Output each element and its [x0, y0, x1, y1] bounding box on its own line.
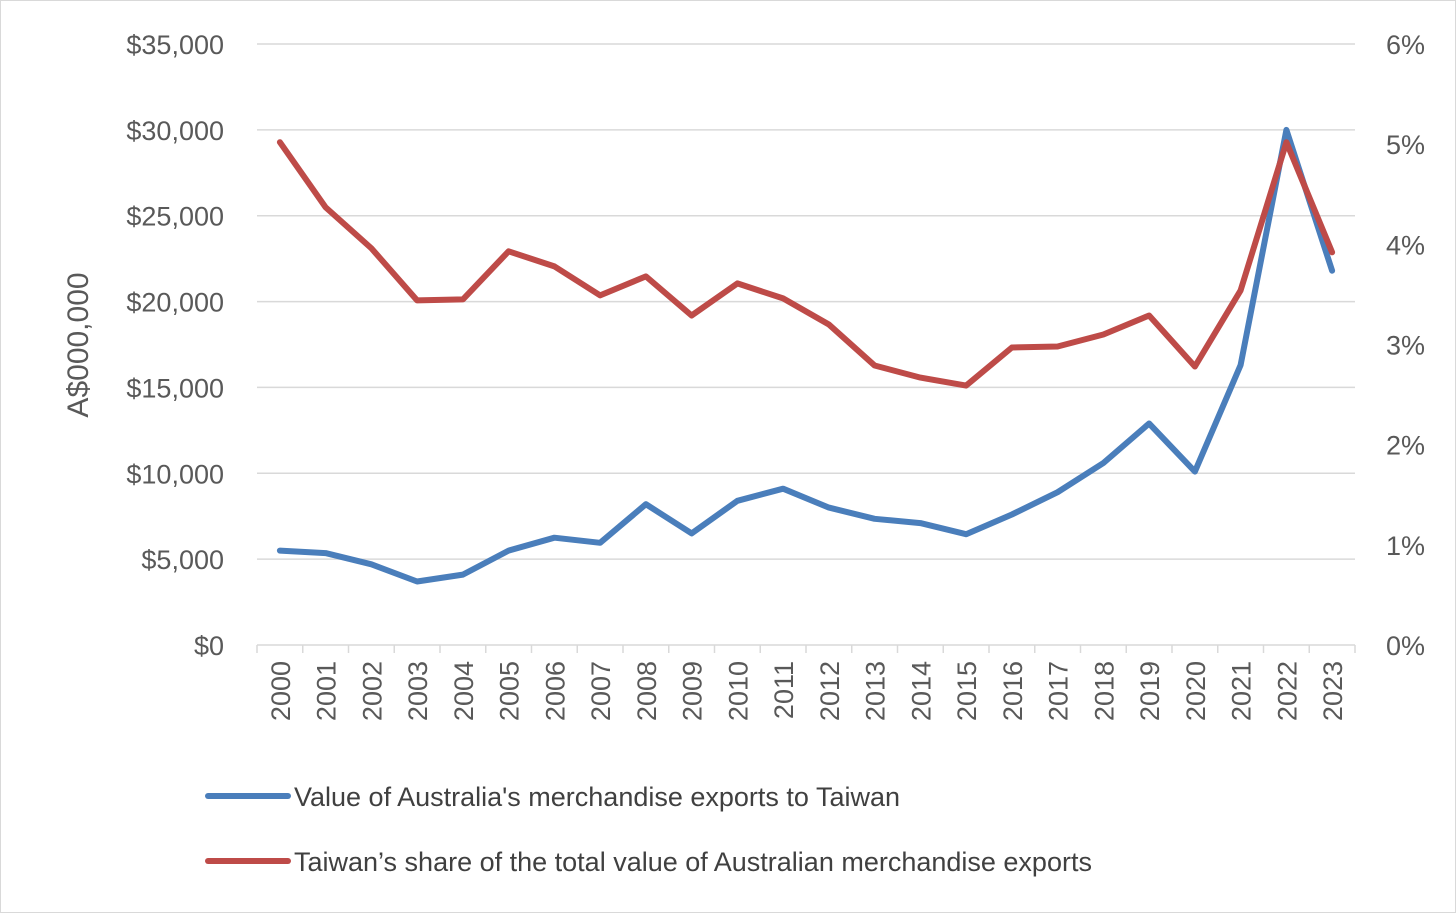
x-axis-tick-label: 2004 [449, 661, 479, 721]
x-axis-tick-label: 2019 [1135, 661, 1165, 721]
x-axis-tick-label: 2005 [495, 661, 525, 721]
x-axis-tick-label: 2006 [540, 661, 570, 721]
legend: Value of Australia's merchandise exports… [205, 782, 1092, 877]
x-axis-tick-label: 2018 [1089, 661, 1119, 721]
left-axis-tick-label: $30,000 [126, 116, 224, 146]
series-line-2 [276, 139, 1336, 389]
right-axis-tick-label: 2% [1386, 431, 1425, 461]
x-axis-tick-label: 2014 [906, 661, 936, 721]
left-axis-tick-label: $10,000 [126, 459, 224, 489]
left-axis-ticks: $0 $5,000 $10,000 $15,000 $20,000 $25,000 $30,… [126, 30, 224, 661]
right-axis-tick-label: 5% [1386, 130, 1425, 160]
y-axis-title: A$000,000 [62, 272, 95, 417]
left-axis-tick-label: $0 [194, 631, 224, 661]
x-axis-tick-label: 2000 [266, 661, 296, 721]
x-axis-ticks: 2000 2001 2002 2003 2004 2005 2006 2007 2008 2009… [256, 645, 1356, 721]
left-axis-tick-label: $35,000 [126, 30, 224, 60]
x-axis-tick-label: 2007 [586, 661, 616, 721]
x-axis-tick-label: 2010 [723, 661, 753, 721]
x-axis-tick-label: 2009 [678, 661, 708, 721]
x-axis-tick-label: 2011 [769, 661, 799, 719]
right-axis-tick-label: 0% [1386, 631, 1425, 661]
x-axis-tick-label: 2003 [403, 661, 433, 721]
series-lines [276, 126, 1336, 585]
legend-label-2: Taiwan’s share of the total value of Aus… [294, 847, 1092, 877]
x-axis-tick-label: 2012 [815, 661, 845, 721]
x-axis-tick-label: 2020 [1181, 661, 1211, 721]
x-axis-tick-label: 2002 [357, 661, 387, 721]
x-axis-tick-label: 2001 [312, 661, 342, 721]
right-axis-ticks: 0% 1% 2% 3% 4% 5% 6% [1386, 30, 1425, 661]
left-axis-tick-label: $5,000 [141, 545, 224, 575]
x-axis-tick-label: 2023 [1318, 661, 1348, 721]
right-axis-tick-label: 3% [1386, 331, 1425, 361]
right-axis-tick-label: 6% [1386, 30, 1425, 60]
legend-label-1: Value of Australia's merchandise exports… [294, 782, 900, 812]
left-axis-tick-label: $25,000 [126, 202, 224, 232]
x-axis-tick-label: 2022 [1272, 661, 1302, 721]
x-axis-tick-label: 2015 [952, 661, 982, 721]
x-axis-tick-label: 2013 [861, 661, 891, 721]
x-axis-tick-label: 2021 [1227, 661, 1257, 721]
left-axis-tick-label: $20,000 [126, 288, 224, 318]
x-axis-tick-label: 2017 [1044, 661, 1074, 721]
right-axis-tick-label: 4% [1386, 230, 1425, 260]
series-line-1 [276, 126, 1336, 585]
gridlines [257, 43, 1355, 646]
right-axis-tick-label: 1% [1386, 531, 1425, 561]
left-axis-tick-label: $15,000 [126, 373, 224, 403]
x-axis-tick-label: 2008 [632, 661, 662, 721]
x-axis-tick-label: 2016 [998, 661, 1028, 721]
